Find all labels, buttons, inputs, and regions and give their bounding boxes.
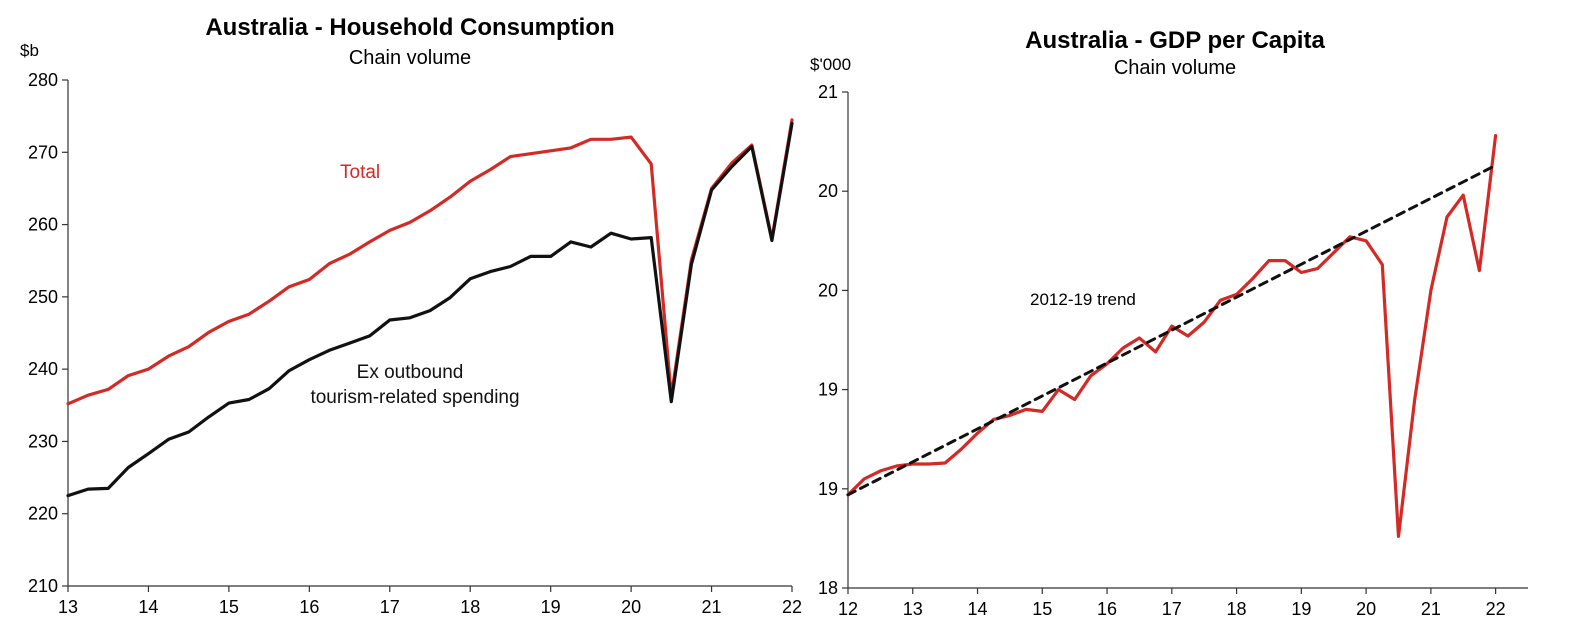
y-tick-label: 280	[28, 70, 58, 90]
y-tick-label: 19	[818, 479, 838, 499]
x-tick-label: 20	[621, 597, 641, 617]
y-tick-label: 20	[818, 280, 838, 300]
y-tick-label: 18	[818, 578, 838, 598]
x-tick-label: 20	[1356, 599, 1376, 619]
chart-subtitle: Chain volume	[349, 47, 471, 69]
chart-subtitle: Chain volume	[1114, 57, 1236, 79]
series-line-1	[66, 121, 794, 498]
household-consumption-chart: Australia - Household Consumption Chain …	[20, 14, 802, 617]
y-tick-label: 19	[818, 380, 838, 400]
series-lines	[846, 134, 1498, 538]
annotation-ex-outbound-line2: tourism-related spending	[310, 387, 519, 408]
y-tick-label: 20	[818, 181, 838, 201]
series-line-0	[846, 134, 1498, 538]
y-tick-label: 210	[28, 576, 58, 596]
x-tick-label: 21	[702, 597, 722, 617]
x-tick-label: 14	[968, 599, 988, 619]
annotation-ex-outbound: Ex outbound	[357, 362, 464, 383]
x-tick-label: 19	[1291, 599, 1311, 619]
chart-title: Australia - GDP per Capita	[1025, 27, 1325, 54]
x-tick-label: 19	[541, 597, 561, 617]
axes: 18 19 19 20 20 21 12 13 14 15 16 17 18 19 20 21 22	[818, 82, 1528, 619]
x-tick-label: 15	[1032, 599, 1052, 619]
x-tick-label: 16	[299, 597, 319, 617]
gdp-per-capita-chart: Australia - GDP per Capita Chain volume …	[810, 27, 1528, 619]
x-tick-label: 15	[219, 597, 239, 617]
y-tick-label: 21	[818, 82, 838, 102]
y-tick-label: 220	[28, 504, 58, 524]
y-axis-unit: $b	[20, 41, 39, 60]
series-line-1	[846, 163, 1498, 497]
x-tick-label: 13	[903, 599, 923, 619]
x-tick-label: 22	[1486, 599, 1506, 619]
y-tick-label: 240	[28, 359, 58, 379]
x-tick-label: 14	[138, 597, 158, 617]
x-tick-label: 18	[460, 597, 480, 617]
x-tick-label: 17	[1162, 599, 1182, 619]
y-tick-label: 270	[28, 142, 58, 162]
x-tick-label: 22	[782, 597, 802, 617]
y-axis-unit: $'000	[810, 55, 851, 74]
x-tick-label: 16	[1097, 599, 1117, 619]
axes: 210 220 230 240 250 260 270 280 13 14 15 16 17 18 19 20…	[28, 70, 802, 617]
annotation-total: Total	[340, 162, 380, 183]
y-tick-label: 250	[28, 287, 58, 307]
x-tick-label: 12	[838, 599, 858, 619]
x-tick-label: 18	[1227, 599, 1247, 619]
y-tick-label: 230	[28, 431, 58, 451]
chart-title: Australia - Household Consumption	[205, 14, 614, 41]
annotation-trend: 2012-19 trend	[1030, 290, 1136, 309]
series-lines	[66, 118, 794, 498]
y-tick-label: 260	[28, 215, 58, 235]
x-tick-label: 17	[380, 597, 400, 617]
x-tick-label: 21	[1421, 599, 1441, 619]
x-tick-label: 13	[58, 597, 78, 617]
